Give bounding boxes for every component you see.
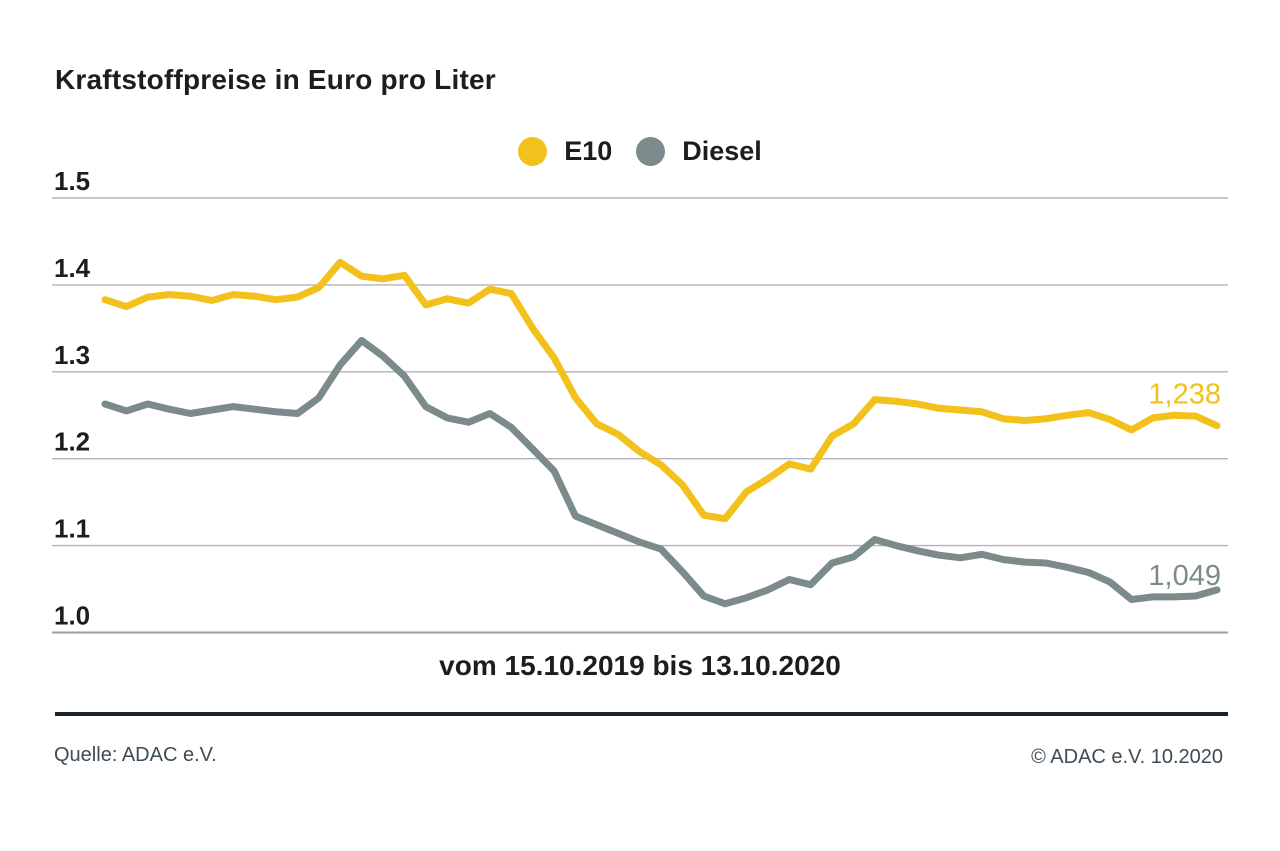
y-tick-label: 1.4 bbox=[54, 253, 91, 283]
page-title: Kraftstoffpreise in Euro pro Liter bbox=[55, 64, 496, 95]
xaxis-date-range-label: vom 15.10.2019 bis 13.10.2020 bbox=[439, 650, 841, 681]
y-tick-label: 1.5 bbox=[54, 166, 90, 196]
copyright-text: © ADAC e.V. 10.2020 bbox=[1031, 746, 1223, 768]
legend: E10 Diesel bbox=[0, 136, 1280, 167]
y-tick-label: 1.1 bbox=[54, 514, 90, 544]
legend-item-e10: E10 bbox=[518, 136, 612, 167]
diesel-end-value: 1,049 bbox=[1148, 560, 1221, 592]
diesel-dot-icon bbox=[636, 137, 666, 166]
y-tick-label: 1.2 bbox=[54, 427, 90, 457]
source-text: Quelle: ADAC e.V. bbox=[54, 744, 217, 766]
legend-item-diesel: Diesel bbox=[636, 136, 762, 167]
e10-end-value: 1,238 bbox=[1148, 378, 1221, 410]
e10-line bbox=[101, 258, 1221, 523]
e10-dot-icon bbox=[518, 137, 548, 166]
diesel-legend-label: Diesel bbox=[682, 136, 762, 166]
e10-legend-label: E10 bbox=[564, 136, 613, 166]
diesel-line bbox=[101, 337, 1221, 608]
y-tick-label: 1.0 bbox=[54, 601, 90, 631]
footer-divider bbox=[55, 712, 1228, 716]
y-tick-label: 1.3 bbox=[54, 340, 90, 370]
